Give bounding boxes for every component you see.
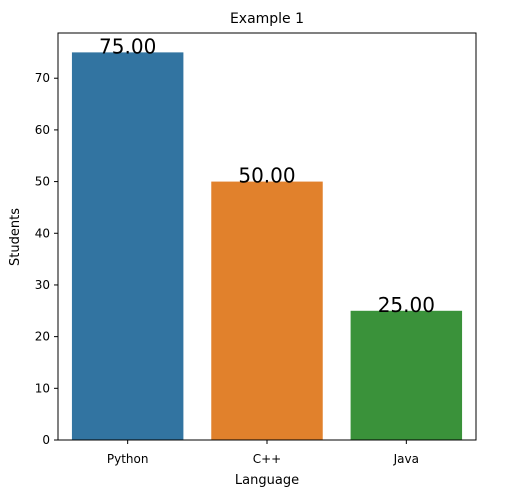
- y-tick-label: 40: [35, 226, 50, 240]
- data-label: 25.00: [378, 293, 435, 317]
- y-tick-label: 0: [42, 433, 50, 447]
- bar-python: [71, 52, 184, 440]
- x-tick-label: Python: [107, 452, 149, 466]
- x-tick-label: C++: [253, 452, 282, 466]
- x-tick-label: Java: [393, 452, 419, 466]
- y-tick-label: 10: [35, 381, 50, 395]
- bar-java: [350, 310, 463, 440]
- bars-layer: [71, 52, 463, 441]
- data-label: 50.00: [238, 164, 295, 188]
- y-tick-label: 70: [35, 71, 50, 85]
- y-tick-label: 20: [35, 330, 50, 344]
- chart-title: Example 1: [230, 11, 304, 27]
- data-labels-layer: 75.00 50.00 25.00: [99, 34, 435, 316]
- x-axis-label: Language: [235, 473, 299, 488]
- bar-cplus: [211, 181, 323, 441]
- y-tick-label: 60: [35, 123, 50, 137]
- data-label: 75.00: [99, 34, 156, 58]
- y-axis: 0 10 20 30 40 50 60 70: [35, 71, 58, 447]
- y-tick-label: 30: [35, 278, 50, 292]
- x-axis: Python C++ Java: [107, 440, 419, 466]
- y-tick-label: 50: [35, 175, 50, 189]
- y-axis-label: Students: [8, 208, 23, 266]
